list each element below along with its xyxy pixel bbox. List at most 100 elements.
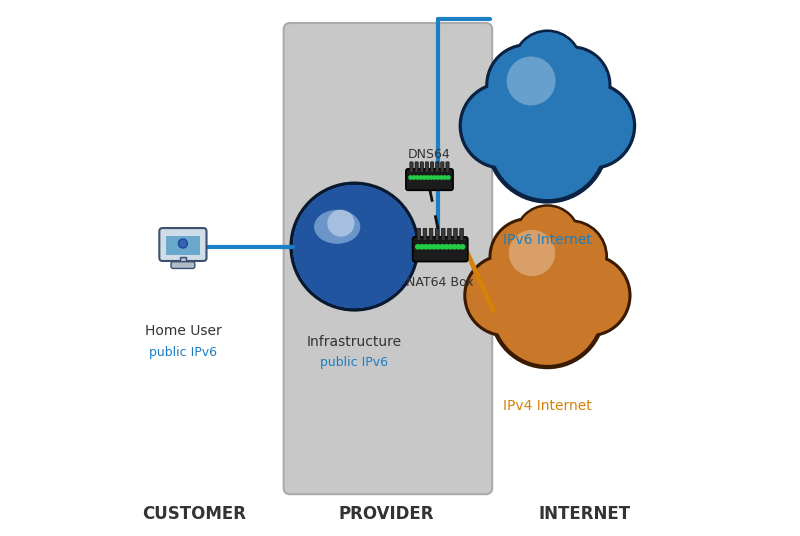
FancyBboxPatch shape: [284, 23, 492, 494]
Text: CUSTOMER: CUSTOMER: [142, 504, 246, 523]
Circle shape: [423, 244, 429, 250]
Circle shape: [462, 85, 543, 167]
Circle shape: [178, 239, 187, 248]
Text: Home User: Home User: [145, 324, 222, 338]
Circle shape: [512, 29, 582, 100]
Text: DNS64: DNS64: [408, 148, 451, 161]
Text: IPv4 Internet: IPv4 Internet: [503, 399, 592, 413]
Circle shape: [429, 175, 434, 180]
FancyBboxPatch shape: [417, 228, 421, 241]
FancyBboxPatch shape: [447, 228, 451, 241]
Text: NAT64 Box: NAT64 Box: [406, 276, 474, 289]
Text: IPv6 Internet: IPv6 Internet: [503, 233, 592, 247]
Circle shape: [466, 257, 543, 334]
Circle shape: [290, 182, 419, 311]
Circle shape: [456, 244, 462, 250]
FancyBboxPatch shape: [166, 236, 200, 255]
Circle shape: [293, 185, 416, 308]
FancyBboxPatch shape: [454, 228, 458, 241]
Ellipse shape: [314, 210, 360, 244]
FancyBboxPatch shape: [426, 162, 429, 173]
FancyBboxPatch shape: [435, 162, 439, 173]
Circle shape: [427, 244, 433, 250]
FancyBboxPatch shape: [171, 262, 195, 269]
Text: INTERNET: INTERNET: [539, 504, 631, 523]
Circle shape: [491, 220, 565, 294]
Circle shape: [294, 185, 415, 308]
Circle shape: [548, 254, 631, 337]
Text: Infrastructure: Infrastructure: [307, 335, 402, 349]
Text: public IPv6: public IPv6: [321, 356, 389, 369]
Circle shape: [486, 43, 569, 127]
Circle shape: [463, 254, 546, 337]
FancyBboxPatch shape: [442, 228, 445, 241]
Circle shape: [442, 175, 447, 180]
Circle shape: [293, 185, 416, 308]
Circle shape: [293, 185, 416, 308]
Circle shape: [443, 244, 449, 250]
Circle shape: [460, 244, 466, 250]
FancyBboxPatch shape: [430, 162, 434, 173]
Circle shape: [439, 175, 444, 180]
Circle shape: [293, 185, 416, 308]
Circle shape: [293, 185, 416, 308]
Circle shape: [293, 185, 416, 308]
Circle shape: [532, 46, 611, 124]
Circle shape: [419, 244, 425, 250]
Circle shape: [506, 56, 555, 106]
Circle shape: [533, 219, 608, 294]
Circle shape: [551, 257, 629, 334]
Circle shape: [535, 48, 609, 122]
Circle shape: [489, 252, 606, 369]
Circle shape: [536, 222, 606, 292]
FancyBboxPatch shape: [410, 162, 413, 173]
Circle shape: [432, 175, 437, 180]
Circle shape: [548, 82, 636, 170]
Circle shape: [488, 46, 566, 124]
Circle shape: [436, 175, 441, 180]
Circle shape: [446, 175, 450, 180]
Circle shape: [294, 185, 416, 308]
Circle shape: [439, 244, 445, 250]
Circle shape: [327, 210, 354, 237]
Circle shape: [293, 185, 416, 308]
FancyBboxPatch shape: [446, 162, 449, 173]
Circle shape: [515, 32, 580, 97]
FancyBboxPatch shape: [415, 162, 418, 173]
Text: PROVIDER: PROVIDER: [339, 504, 434, 523]
FancyBboxPatch shape: [430, 228, 433, 241]
FancyBboxPatch shape: [180, 257, 186, 265]
Circle shape: [293, 185, 416, 308]
Circle shape: [447, 244, 454, 250]
FancyBboxPatch shape: [460, 228, 463, 241]
Circle shape: [412, 175, 417, 180]
Circle shape: [551, 85, 633, 167]
Circle shape: [293, 185, 416, 308]
Circle shape: [486, 80, 609, 204]
Circle shape: [294, 185, 415, 308]
FancyBboxPatch shape: [420, 162, 423, 173]
Circle shape: [517, 207, 578, 269]
Circle shape: [293, 185, 416, 308]
Circle shape: [422, 175, 426, 180]
FancyBboxPatch shape: [435, 228, 439, 241]
Text: public IPv6: public IPv6: [149, 346, 217, 359]
Circle shape: [435, 244, 441, 250]
Circle shape: [458, 82, 546, 170]
FancyBboxPatch shape: [441, 162, 444, 173]
Circle shape: [294, 185, 415, 308]
Circle shape: [415, 244, 421, 250]
Circle shape: [489, 217, 568, 296]
Circle shape: [494, 257, 602, 365]
Circle shape: [452, 244, 458, 250]
Circle shape: [418, 175, 423, 180]
Circle shape: [490, 85, 605, 199]
Circle shape: [294, 185, 415, 308]
Circle shape: [509, 230, 555, 276]
FancyBboxPatch shape: [406, 169, 453, 190]
Circle shape: [426, 175, 430, 180]
Circle shape: [293, 185, 416, 308]
Circle shape: [415, 175, 420, 180]
Circle shape: [294, 185, 416, 308]
Circle shape: [293, 185, 416, 308]
